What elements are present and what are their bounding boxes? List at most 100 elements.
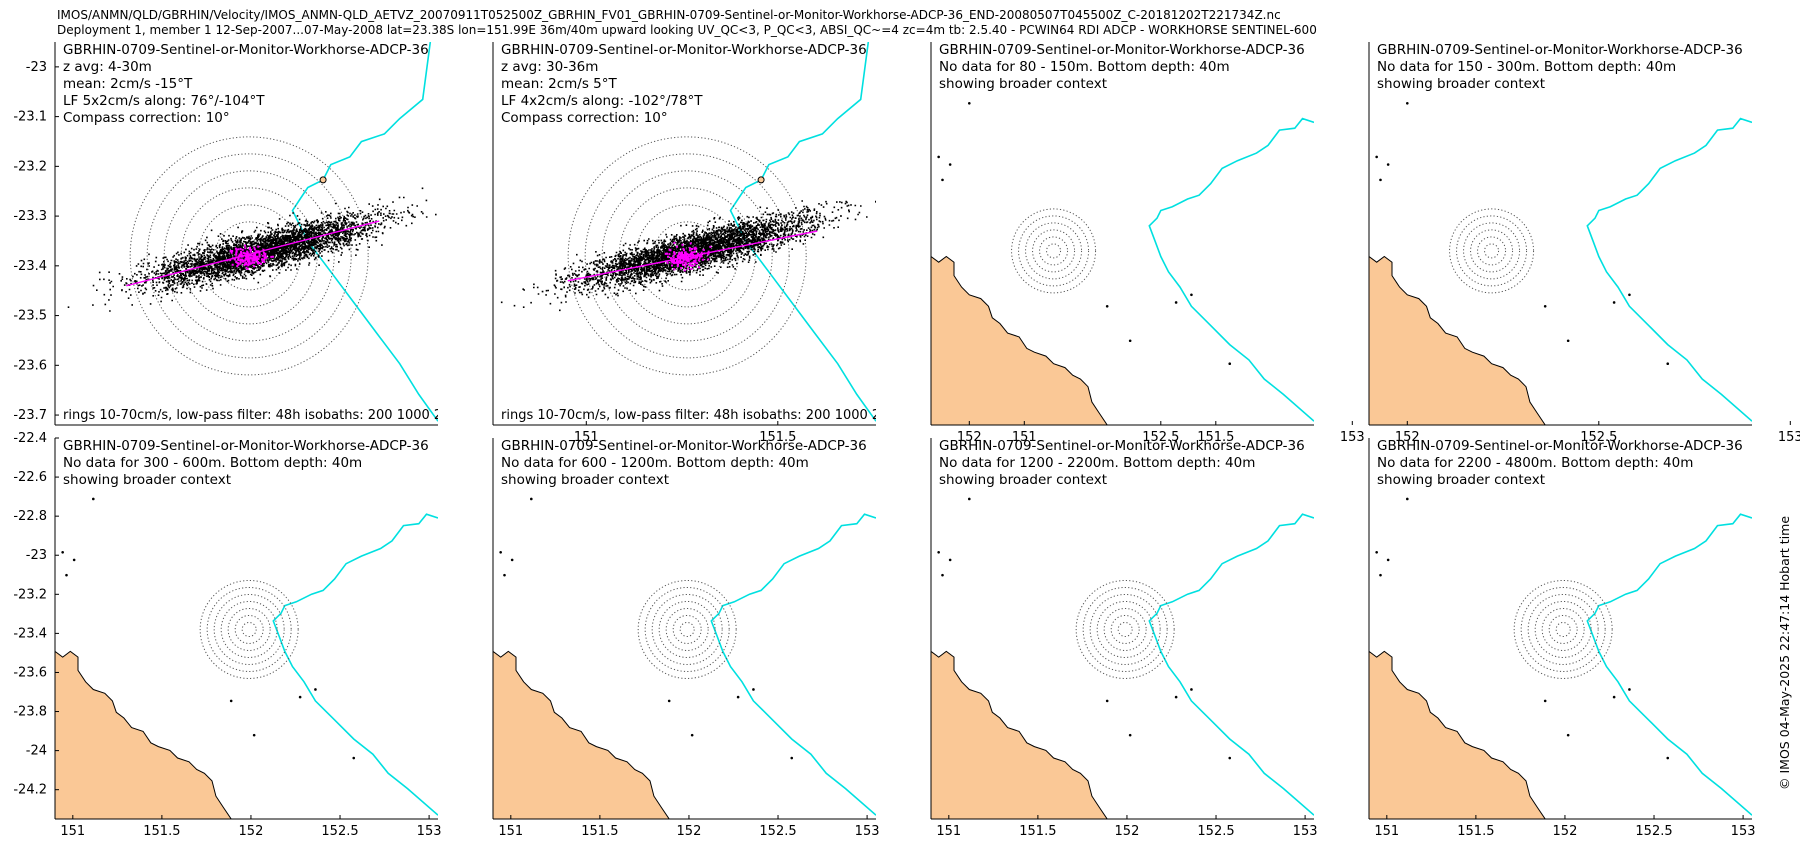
y-tick-label: -23.3 — [13, 209, 47, 224]
x-tick-label: 151 — [574, 430, 599, 445]
island-marker — [298, 695, 302, 699]
x-tick-label: 151 — [1374, 824, 1399, 839]
velocity-ring — [618, 187, 756, 325]
isobath-line — [1148, 513, 1314, 816]
isobath-line — [1586, 513, 1752, 816]
panel-lowpass-axis: LF 5x2cm/s along: 76°/-104°T — [63, 93, 265, 109]
y-tick-label: -23 — [26, 548, 47, 563]
velocity-ring — [213, 593, 285, 665]
velocity-ring — [637, 579, 737, 679]
x-tick-label: 152.5 — [321, 824, 358, 839]
island-marker — [1379, 573, 1382, 577]
x-tick-label: 151.5 — [1019, 824, 1056, 839]
panel-title: GBRHIN-0709-Sentinel-or-Monitor-Workhors… — [501, 42, 867, 58]
land-polygon — [55, 650, 232, 819]
island-marker — [1543, 699, 1547, 703]
x-tick-label: 153 — [1293, 824, 1318, 839]
island-marker — [1628, 293, 1631, 297]
panel-plot-area — [1369, 497, 1752, 819]
island-marker — [499, 551, 502, 554]
panel-info: No data for 1200 - 2200m. Bottom depth: … — [939, 455, 1255, 471]
velocity-ring — [206, 586, 292, 672]
island-marker — [1105, 699, 1109, 703]
x-tick-label: 151 — [1012, 430, 1037, 445]
velocity-ring — [1470, 229, 1514, 273]
island-marker — [314, 688, 317, 691]
isobath-line — [1148, 117, 1314, 422]
panel-plot-area — [500, 42, 876, 422]
x-tick-label: 152 — [957, 430, 982, 445]
island-marker — [1128, 339, 1132, 343]
y-tick-label: -22.4 — [13, 431, 47, 446]
y-tick-label: -23.8 — [13, 705, 47, 720]
land-polygon — [931, 255, 1108, 425]
y-tick-label: -23.7 — [13, 408, 47, 423]
velocity-ring — [658, 600, 716, 658]
lowpass-scatter — [664, 241, 712, 272]
velocity-ring — [220, 600, 278, 658]
island-marker — [72, 558, 76, 562]
island-marker — [65, 573, 68, 577]
x-tick-label: 151.5 — [143, 824, 180, 839]
panel-info: No data for 2200 - 4800m. Bottom depth: … — [1377, 455, 1693, 471]
panel-depth: z avg: 30-36m — [501, 59, 598, 75]
island-marker — [1228, 756, 1232, 760]
land-polygon — [931, 650, 1108, 819]
y-tick-label: -23.5 — [13, 309, 47, 324]
panel-plot-area — [55, 497, 438, 819]
x-tick-label: 153 — [417, 824, 442, 839]
panel-6: 151 151.5 152 152.5 153 GBRHIN-0709-Sentinel-… — [492, 438, 880, 839]
isobath-line — [710, 513, 876, 816]
x-tick-label: 152 — [1553, 824, 1578, 839]
velocity-ring — [1046, 243, 1062, 259]
island-marker — [530, 497, 533, 501]
panel-plot-area — [931, 101, 1314, 425]
x-tick-label: 153 — [1340, 430, 1365, 445]
x-tick-label: 152 — [1395, 430, 1420, 445]
panel-footer: rings 10-70cm/s, low-pass filter: 48h is… — [63, 408, 504, 423]
velocity-ring — [1096, 600, 1154, 658]
velocity-ring — [1513, 579, 1613, 679]
land-polygon — [1369, 255, 1546, 425]
island-marker — [1386, 558, 1390, 562]
velocity-ring — [1089, 593, 1161, 665]
island-marker — [1406, 101, 1409, 105]
x-tick-label: 151.5 — [1197, 430, 1234, 445]
velocity-ring — [1018, 215, 1090, 287]
velocity-ring — [1103, 607, 1147, 651]
island-marker — [1379, 178, 1382, 182]
velocity-scatter — [67, 187, 437, 312]
panel-plot-area — [493, 497, 876, 819]
isobath-line — [291, 42, 438, 422]
velocity-ring — [679, 621, 695, 637]
velocity-ring — [1039, 236, 1069, 266]
island-marker — [948, 163, 952, 166]
panel-compass: Compass correction: 10° — [501, 110, 668, 126]
velocity-ring — [241, 621, 257, 637]
island-marker — [941, 178, 944, 182]
lowpass-scatter — [226, 244, 274, 270]
island-marker — [736, 695, 740, 699]
header-title: IMOS/ANMN/QLD/GBRHIN/Velocity/IMOS_ANMN-… — [57, 8, 1281, 22]
island-marker — [937, 155, 940, 159]
panel-context: showing broader context — [1377, 76, 1545, 92]
velocity-ring — [1477, 236, 1507, 266]
velocity-ring — [651, 593, 723, 665]
island-marker — [1386, 163, 1390, 166]
island-marker — [941, 573, 944, 577]
panel-info: No data for 300 - 600m. Bottom depth: 40… — [63, 455, 362, 471]
island-marker — [790, 756, 794, 760]
panel-mean: mean: 2cm/s 5°T — [501, 76, 617, 92]
x-tick-label: 153 — [1778, 430, 1800, 445]
isobath-line — [272, 513, 438, 816]
panel-2: GBRHIN-0709-Sentinel-or-Monitor-Workhors… — [492, 42, 876, 426]
velocity-ring — [672, 614, 702, 644]
panel-mean: mean: 2cm/s -15°T — [63, 76, 193, 92]
velocity-ring — [129, 136, 369, 376]
x-tick-label: 153 — [855, 824, 880, 839]
velocity-ring — [234, 614, 264, 644]
panel-1: -23 -23.1 -23.2 -23.3 -23.4 -23.5 -23.6 -23.7 GB… — [13, 42, 504, 426]
island-marker — [948, 558, 952, 562]
island-marker — [968, 497, 971, 501]
